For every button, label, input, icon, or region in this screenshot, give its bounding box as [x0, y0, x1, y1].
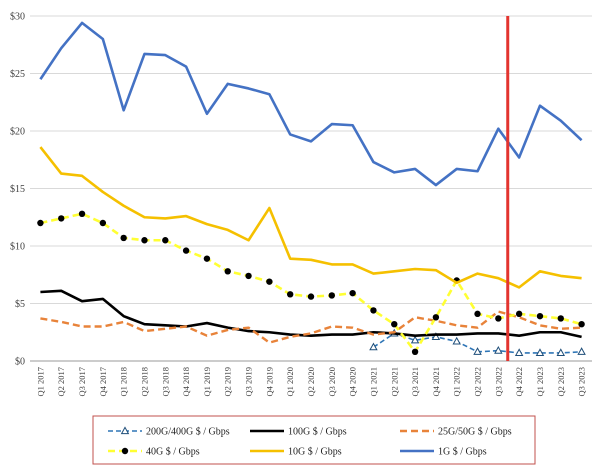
data-point — [78, 210, 86, 217]
legend-marker — [121, 447, 129, 455]
legend-label: 1G $ / Gbps — [438, 447, 487, 458]
legend-label: 40G $ / Gbps — [146, 447, 200, 458]
y-tick-label: $5 — [15, 299, 25, 310]
data-point — [495, 315, 502, 322]
data-point — [141, 237, 148, 244]
data-point — [578, 321, 585, 328]
x-tick-label: Q2 2020 — [306, 367, 316, 397]
x-tick-label: Q3 2018 — [160, 367, 170, 397]
x-tick-label: Q1 2022 — [452, 367, 462, 397]
x-tick-label: Q3 2020 — [327, 367, 337, 397]
y-tick-label: $10 — [10, 242, 25, 253]
x-tick-label: Q4 2019 — [264, 367, 274, 397]
data-point — [224, 268, 231, 275]
data-point — [120, 234, 127, 242]
legend-item: 100G $ / Gbps — [250, 427, 347, 438]
data-point — [391, 321, 398, 328]
series-line — [40, 289, 582, 339]
legend-label: 100G $ / Gbps — [288, 427, 347, 438]
data-point — [370, 307, 377, 314]
data-point — [536, 312, 544, 320]
x-tick-label: Q2 2017 — [56, 367, 66, 397]
x-tick-label: Q4 2017 — [98, 367, 108, 397]
gridlines — [30, 15, 592, 362]
x-tick-label: Q1 2018 — [119, 367, 129, 397]
x-tick-label: Q4 2022 — [514, 367, 524, 397]
y-tick-label: $20 — [10, 127, 25, 138]
data-point — [99, 219, 107, 227]
legend-marker — [120, 426, 130, 435]
data-point — [535, 348, 545, 357]
series-4 — [39, 146, 582, 289]
x-tick-label: Q3 2021 — [410, 367, 420, 397]
data-point — [556, 348, 566, 357]
x-tick-label: Q4 2021 — [431, 367, 441, 397]
legend-box — [92, 415, 536, 465]
x-tick-label: Q2 2022 — [473, 367, 483, 397]
data-point — [37, 219, 44, 227]
legend-item: 10G $ / Gbps — [250, 447, 342, 458]
legend-item: 200G/400G $ / Gbps — [108, 426, 230, 438]
y-axis-ticks: $0 $5 $10 $15 $20 $25 $30 — [10, 12, 25, 368]
data-point — [58, 215, 65, 222]
y-tick-label: $25 — [10, 69, 25, 80]
x-tick-label: Q3 2022 — [493, 367, 503, 397]
data-point — [266, 278, 273, 285]
x-tick-label: Q3 2017 — [77, 367, 87, 397]
y-tick-label: $30 — [10, 12, 25, 23]
x-tick-label: Q4 2018 — [181, 367, 191, 397]
data-point — [515, 310, 523, 318]
series-3 — [37, 210, 585, 355]
y-tick-label: $0 — [15, 357, 25, 368]
series-layer — [37, 21, 586, 357]
data-point — [473, 347, 482, 355]
x-tick-label: Q4 2020 — [348, 367, 358, 397]
legend-item: 1G $ / Gbps — [400, 447, 487, 458]
legend-item: 40G $ / Gbps — [108, 447, 200, 458]
data-point — [286, 291, 294, 298]
data-point — [494, 346, 503, 354]
data-point — [349, 289, 356, 297]
data-point — [474, 310, 481, 318]
legend-label: 200G/400G $ / Gbps — [146, 427, 230, 438]
data-point — [162, 237, 169, 244]
y-tick-label: $15 — [10, 184, 25, 195]
x-axis-ticks: Q1 2017 Q2 2017 Q3 2017 Q4 2017 Q1 2018 Q2 20… — [35, 367, 586, 397]
x-tick-label: Q1 2017 — [35, 367, 45, 397]
x-tick-label: Q3 2019 — [244, 367, 254, 397]
x-tick-label: Q2 2019 — [223, 367, 233, 397]
series-line — [39, 21, 583, 187]
data-point — [432, 314, 440, 321]
x-tick-label: Q1 2021 — [368, 367, 378, 397]
data-point — [557, 315, 564, 322]
data-point — [245, 272, 252, 280]
data-point — [328, 292, 336, 299]
x-tick-label: Q1 2020 — [285, 367, 295, 397]
legend-item: 25G/50G $ / Gbps — [400, 427, 512, 438]
x-tick-label: Q3 2023 — [577, 367, 587, 397]
series-line — [39, 146, 582, 289]
series-5 — [39, 21, 583, 187]
data-point — [452, 336, 461, 345]
data-point — [182, 247, 190, 254]
x-tick-label: Q1 2019 — [202, 367, 212, 397]
x-tick-label: Q2 2021 — [389, 367, 399, 397]
data-point — [577, 347, 586, 355]
x-tick-label: Q1 2023 — [535, 367, 545, 397]
x-tick-label: Q2 2018 — [139, 367, 149, 397]
data-point — [307, 293, 315, 300]
data-point — [369, 342, 378, 351]
series-line — [40, 212, 582, 354]
data-point — [411, 348, 419, 355]
series-1 — [40, 289, 582, 339]
legend-label: 25G/50G $ / Gbps — [438, 427, 512, 438]
data-point — [203, 255, 211, 262]
data-point — [514, 348, 524, 357]
legend-label: 10G $ / Gbps — [288, 447, 342, 458]
data-point — [431, 332, 441, 340]
data-point — [410, 335, 420, 344]
legend: 200G/400G $ / Gbps 100G $ / Gbps 25G/50G $… — [108, 426, 512, 458]
x-tick-label: Q2 2023 — [556, 367, 566, 397]
